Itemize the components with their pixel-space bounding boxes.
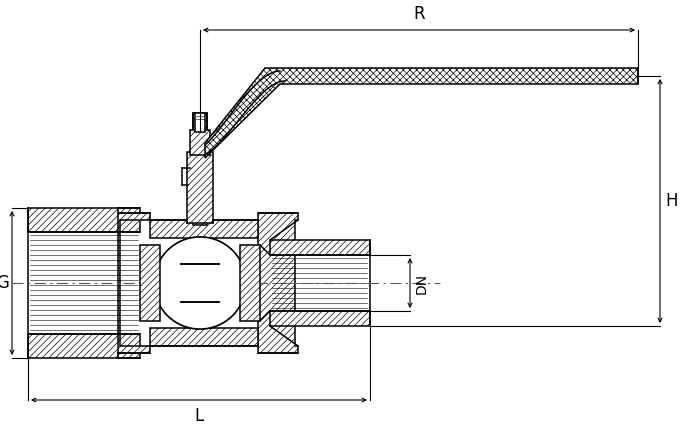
Polygon shape: [240, 245, 260, 321]
Polygon shape: [118, 213, 150, 353]
Text: R: R: [413, 5, 425, 23]
Bar: [195, 113, 205, 132]
Polygon shape: [28, 208, 140, 232]
Text: DN: DN: [415, 272, 429, 293]
Circle shape: [154, 237, 246, 329]
Polygon shape: [150, 220, 258, 238]
Polygon shape: [205, 68, 638, 158]
Text: L: L: [194, 407, 203, 425]
Polygon shape: [270, 240, 370, 255]
Polygon shape: [258, 213, 298, 353]
Circle shape: [154, 237, 246, 329]
Bar: [181, 264, 219, 302]
Polygon shape: [28, 334, 140, 358]
Polygon shape: [187, 152, 213, 223]
Polygon shape: [190, 130, 210, 155]
Text: G: G: [0, 274, 9, 292]
Polygon shape: [140, 245, 160, 321]
Polygon shape: [193, 113, 207, 225]
Text: H: H: [665, 192, 677, 210]
Bar: [181, 264, 219, 302]
Polygon shape: [270, 311, 370, 326]
Polygon shape: [150, 328, 258, 346]
